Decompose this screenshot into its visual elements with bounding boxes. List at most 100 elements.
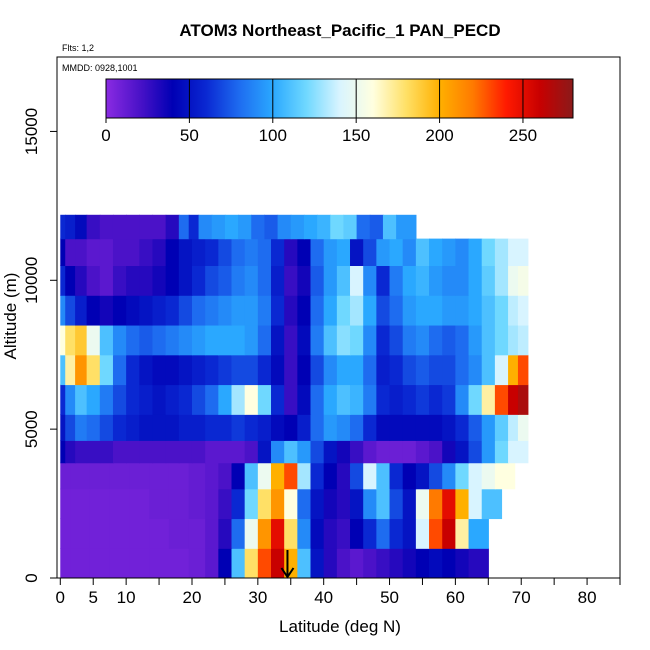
colorbar-tick-label: 100: [259, 126, 287, 145]
heatmap-cell: [126, 214, 140, 240]
heatmap-cell: [112, 440, 127, 464]
heatmap-cell: [415, 414, 430, 441]
heatmap-cell: [165, 324, 180, 356]
heatmap-cell: [257, 265, 272, 296]
heatmap-cell: [323, 518, 338, 549]
heatmap-cell: [271, 354, 285, 386]
heatmap-cell: [396, 214, 417, 240]
heatmap-cell: [363, 238, 377, 266]
x-tick-label: 60: [446, 588, 465, 607]
heatmap-cells: [60, 214, 529, 578]
heatmap-cell: [284, 488, 298, 520]
heatmap-cell: [75, 414, 88, 441]
heatmap-cell: [508, 414, 519, 441]
heatmap-cell: [369, 214, 384, 240]
heatmap-cell: [494, 384, 509, 415]
heatmap-cell: [60, 214, 66, 240]
heatmap-cell: [211, 214, 226, 240]
heatmap-cell: [336, 440, 351, 464]
heatmap-cell: [231, 488, 246, 520]
heatmap-cell: [109, 488, 131, 520]
heatmap-cell: [244, 295, 259, 326]
heatmap-cell: [271, 518, 285, 549]
heatmap-cell: [455, 238, 470, 266]
heatmap-cell: [494, 324, 509, 356]
heatmap-cell: [257, 384, 272, 415]
heatmap-cell: [429, 295, 443, 326]
heatmap-cell: [218, 414, 233, 441]
heatmap-cell: [376, 440, 391, 464]
heatmap-cell: [218, 238, 233, 266]
heatmap-cell: [191, 414, 206, 441]
heatmap-cell: [323, 354, 338, 386]
heatmap-cell: [415, 488, 430, 520]
heatmap-cell: [323, 384, 338, 415]
heatmap-cell: [336, 354, 351, 386]
heatmap-cell: [284, 295, 298, 326]
heatmap-cell: [99, 265, 114, 296]
heatmap-cell: [231, 384, 246, 415]
heatmap-cell: [112, 414, 127, 441]
heatmap-cell: [257, 488, 272, 520]
heatmap-cell: [350, 518, 364, 549]
heatmap-cell: [468, 440, 483, 464]
x-tick-label: 50: [380, 588, 399, 607]
heatmap-cell: [205, 384, 219, 415]
heatmap-cell: [468, 265, 483, 296]
heatmap-cell: [376, 384, 391, 415]
x-tick-label: 40: [314, 588, 333, 607]
colorbar-tick-label: 250: [509, 126, 537, 145]
heatmap-cell: [60, 462, 71, 490]
heatmap-cell: [109, 518, 131, 549]
heatmap-cell: [389, 265, 404, 296]
heatmap-cell: [442, 354, 456, 386]
heatmap-cell: [382, 214, 397, 240]
heatmap-cell: [481, 384, 496, 415]
heatmap-cell: [468, 488, 483, 520]
heatmap-cell: [389, 324, 404, 356]
heatmap-cell: [402, 548, 417, 578]
heatmap-cell: [244, 414, 259, 441]
heatmap-cell: [468, 462, 483, 490]
heatmap-cell: [75, 354, 88, 386]
heatmap-cell: [517, 384, 529, 415]
heatmap-cell: [60, 265, 66, 296]
heatmap-cell: [363, 295, 377, 326]
heatmap-cell: [284, 384, 298, 415]
heatmap-cell: [99, 440, 114, 464]
heatmap-cell: [75, 295, 88, 326]
heatmap-cell: [129, 488, 150, 520]
heatmap-cell: [70, 488, 91, 520]
colorbar-tick-label: 200: [425, 126, 453, 145]
heatmap-cell: [231, 295, 246, 326]
heatmap-cell: [244, 518, 259, 549]
heatmap-cell: [442, 440, 456, 464]
heatmap-cell: [402, 518, 417, 549]
heatmap-cell: [231, 462, 246, 490]
heatmap-cell: [310, 462, 325, 490]
heatmap-cell: [205, 265, 219, 296]
heatmap-cell: [455, 462, 470, 490]
heatmap-cell: [205, 488, 219, 520]
heatmap-cell: [323, 414, 338, 441]
heatmap-cell: [65, 295, 76, 326]
heatmap-cell: [218, 354, 233, 386]
heatmap-cell: [363, 384, 377, 415]
heatmap-cell: [152, 265, 167, 296]
heatmap-cell: [205, 295, 219, 326]
heatmap-cell: [310, 440, 325, 464]
x-tick-label: 5: [88, 588, 97, 607]
heatmap-cell: [257, 518, 272, 549]
heatmap-cell: [350, 488, 364, 520]
heatmap-cell: [65, 238, 76, 266]
heatmap-cell: [205, 238, 219, 266]
heatmap-cell: [376, 295, 391, 326]
heatmap-cell: [60, 440, 66, 464]
heatmap-cell: [86, 214, 101, 240]
heatmap-cell: [455, 295, 470, 326]
colorbar-tick-label: 150: [342, 126, 370, 145]
heatmap-cell: [112, 354, 127, 386]
heatmap-cell: [264, 214, 279, 240]
heatmap-cell: [75, 324, 88, 356]
heatmap-cell: [442, 238, 456, 266]
